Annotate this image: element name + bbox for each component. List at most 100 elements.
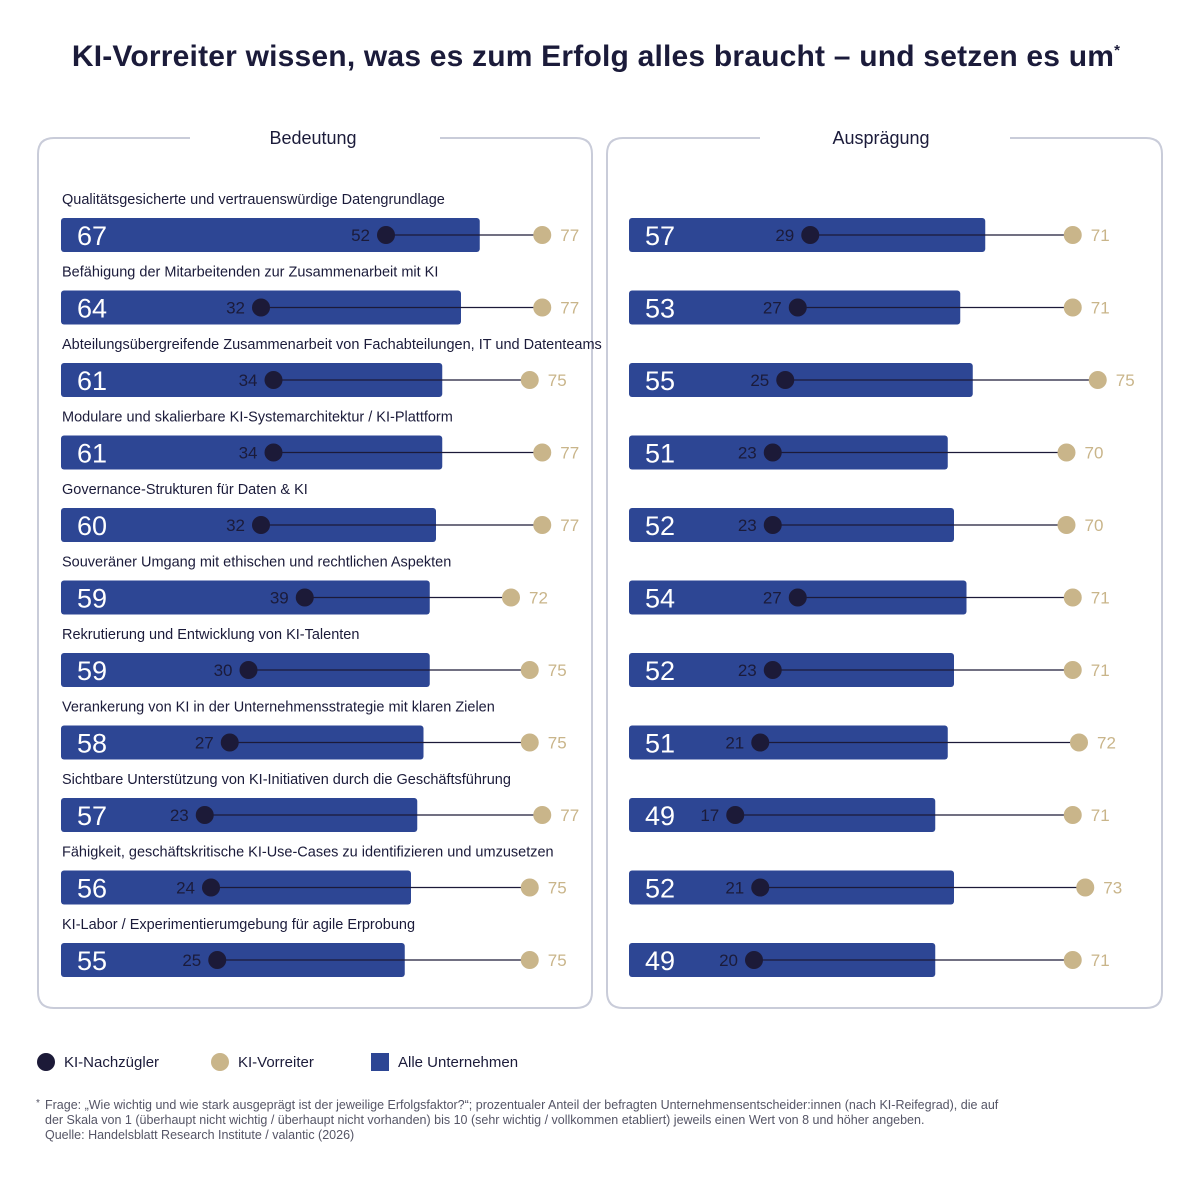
bar-alle [61, 508, 436, 542]
bar-value-label: 52 [645, 656, 675, 686]
bar-value-label: 52 [645, 874, 675, 904]
value-label-nachzuegler: 30 [214, 661, 233, 680]
value-label-nachzuegler: 27 [763, 589, 782, 608]
value-label-nachzuegler: 52 [351, 226, 370, 245]
bar-value-label: 67 [77, 221, 107, 251]
dot-nachzuegler [788, 588, 807, 607]
value-label-nachzuegler: 39 [270, 589, 289, 608]
value-label-vorreiter: 70 [1085, 516, 1104, 535]
dot-nachzuegler [726, 806, 745, 824]
bar-value-label: 61 [77, 366, 107, 396]
panel-title: Bedeutung [269, 128, 356, 148]
value-label-vorreiter: 71 [1091, 661, 1110, 680]
value-label-vorreiter: 75 [548, 879, 567, 898]
legend-label-vorreiter: KI-Vorreiter [238, 1053, 314, 1071]
value-label-nachzuegler: 23 [170, 806, 189, 825]
value-label-vorreiter: 71 [1091, 589, 1110, 608]
bar-value-label: 60 [77, 511, 107, 541]
value-label-nachzuegler: 32 [226, 299, 245, 318]
value-label-nachzuegler: 32 [226, 516, 245, 535]
legend-item-nachzuegler: KI-Nachzügler [37, 1052, 159, 1072]
value-label-vorreiter: 73 [1103, 879, 1122, 898]
dot-vorreiter [1063, 806, 1082, 824]
bar-value-label: 56 [77, 874, 107, 904]
value-label-nachzuegler: 23 [738, 444, 757, 463]
footnote-line-2: der Skala von 1 (überhaupt nicht wichtig… [45, 1113, 925, 1127]
dot-vorreiter [520, 661, 539, 679]
value-label-nachzuegler: 34 [239, 371, 258, 390]
chart-title: KI-Vorreiter wissen, was es zum Erfolg a… [71, 40, 1121, 73]
category-label: Sichtbare Unterstützung von KI-Initiativ… [62, 772, 511, 788]
bar-alle [61, 435, 443, 470]
dot-nachzuegler [751, 733, 770, 752]
bar-value-label: 51 [645, 729, 675, 759]
dot-vorreiter [1057, 516, 1076, 534]
category-label: KI-Labor / Experimentierumgebung für agi… [62, 917, 415, 933]
dot-nachzuegler [763, 661, 782, 679]
value-label-vorreiter: 75 [548, 734, 567, 753]
footnote: * Frage: „Wie wichtig und wie stark ausg… [36, 1098, 1166, 1143]
bar-value-label: 55 [645, 366, 675, 396]
dot-vorreiter [533, 516, 552, 534]
dot-nachzuegler [763, 443, 782, 462]
dot-nachzuegler [252, 298, 270, 317]
value-label-vorreiter: 70 [1085, 444, 1104, 463]
category-label: Souveräner Umgang mit ethischen und rech… [62, 555, 451, 571]
value-label-nachzuegler: 27 [763, 299, 782, 318]
dot-nachzuegler [377, 226, 395, 244]
dot-nachzuegler [264, 371, 283, 389]
value-label-nachzuegler: 17 [700, 806, 719, 825]
dot-nachzuegler [751, 878, 770, 897]
dot-nachzuegler [776, 371, 795, 389]
value-label-nachzuegler: 25 [750, 371, 769, 390]
bar-alle [61, 580, 430, 615]
dot-nachzuegler [208, 951, 227, 969]
dot-nachzuegler [195, 806, 214, 824]
value-label-vorreiter: 77 [560, 299, 579, 318]
dot-vorreiter [1070, 733, 1088, 752]
bar-value-label: 49 [645, 946, 675, 976]
value-label-vorreiter: 71 [1091, 951, 1110, 970]
bar-value-label: 49 [645, 801, 675, 831]
legend-label-nachzuegler: KI-Nachzügler [64, 1053, 160, 1071]
category-label: Befähigung der Mitarbeitenden zur Zusamm… [62, 265, 438, 281]
category-label: Governance-Strukturen für Daten & KI [62, 482, 308, 498]
bar-value-label: 54 [645, 584, 675, 614]
bar-alle [61, 363, 443, 397]
category-label: Fähigkeit, geschäftskritische KI-Use-Cas… [62, 845, 554, 861]
dot-vorreiter [520, 878, 539, 897]
category-label: Verankerung von KI in der Unternehmensst… [62, 700, 495, 716]
bar-alle [61, 218, 480, 252]
bar-value-label: 51 [645, 439, 675, 469]
bar-value-label: 61 [77, 439, 107, 469]
dot-vorreiter [533, 298, 552, 317]
panel-frame [37, 137, 593, 1009]
bar-value-label: 53 [645, 294, 675, 324]
value-label-nachzuegler: 21 [725, 734, 744, 753]
dot-nachzuegler [788, 298, 807, 317]
bar-value-label: 59 [77, 656, 107, 686]
legend-square-alle [371, 1053, 389, 1071]
dot-nachzuegler [252, 516, 270, 534]
value-label-nachzuegler: 24 [176, 879, 195, 898]
category-label: Modulare und skalierbare KI-Systemarchit… [62, 410, 453, 426]
dot-vorreiter [520, 371, 539, 389]
dot-nachzuegler [202, 878, 220, 897]
value-label-nachzuegler: 25 [182, 951, 201, 970]
dot-nachzuegler [264, 443, 283, 462]
value-label-vorreiter: 72 [529, 589, 548, 608]
footnote-mark: * [36, 1098, 40, 1109]
value-label-nachzuegler: 27 [195, 734, 214, 753]
value-label-vorreiter: 77 [560, 226, 579, 245]
bar-value-label: 58 [77, 729, 107, 759]
bar-value-label: 57 [645, 221, 675, 251]
footnote-source: Quelle: Handelsblatt Research Institute … [45, 1128, 355, 1142]
category-label: Abteilungsübergreifende Zusammenarbeit v… [62, 337, 602, 353]
dot-vorreiter [533, 806, 552, 824]
value-label-vorreiter: 75 [548, 951, 567, 970]
dot-vorreiter [502, 588, 520, 607]
value-label-vorreiter: 71 [1091, 806, 1110, 825]
dot-nachzuegler [239, 661, 258, 679]
bar-value-label: 64 [77, 294, 107, 324]
